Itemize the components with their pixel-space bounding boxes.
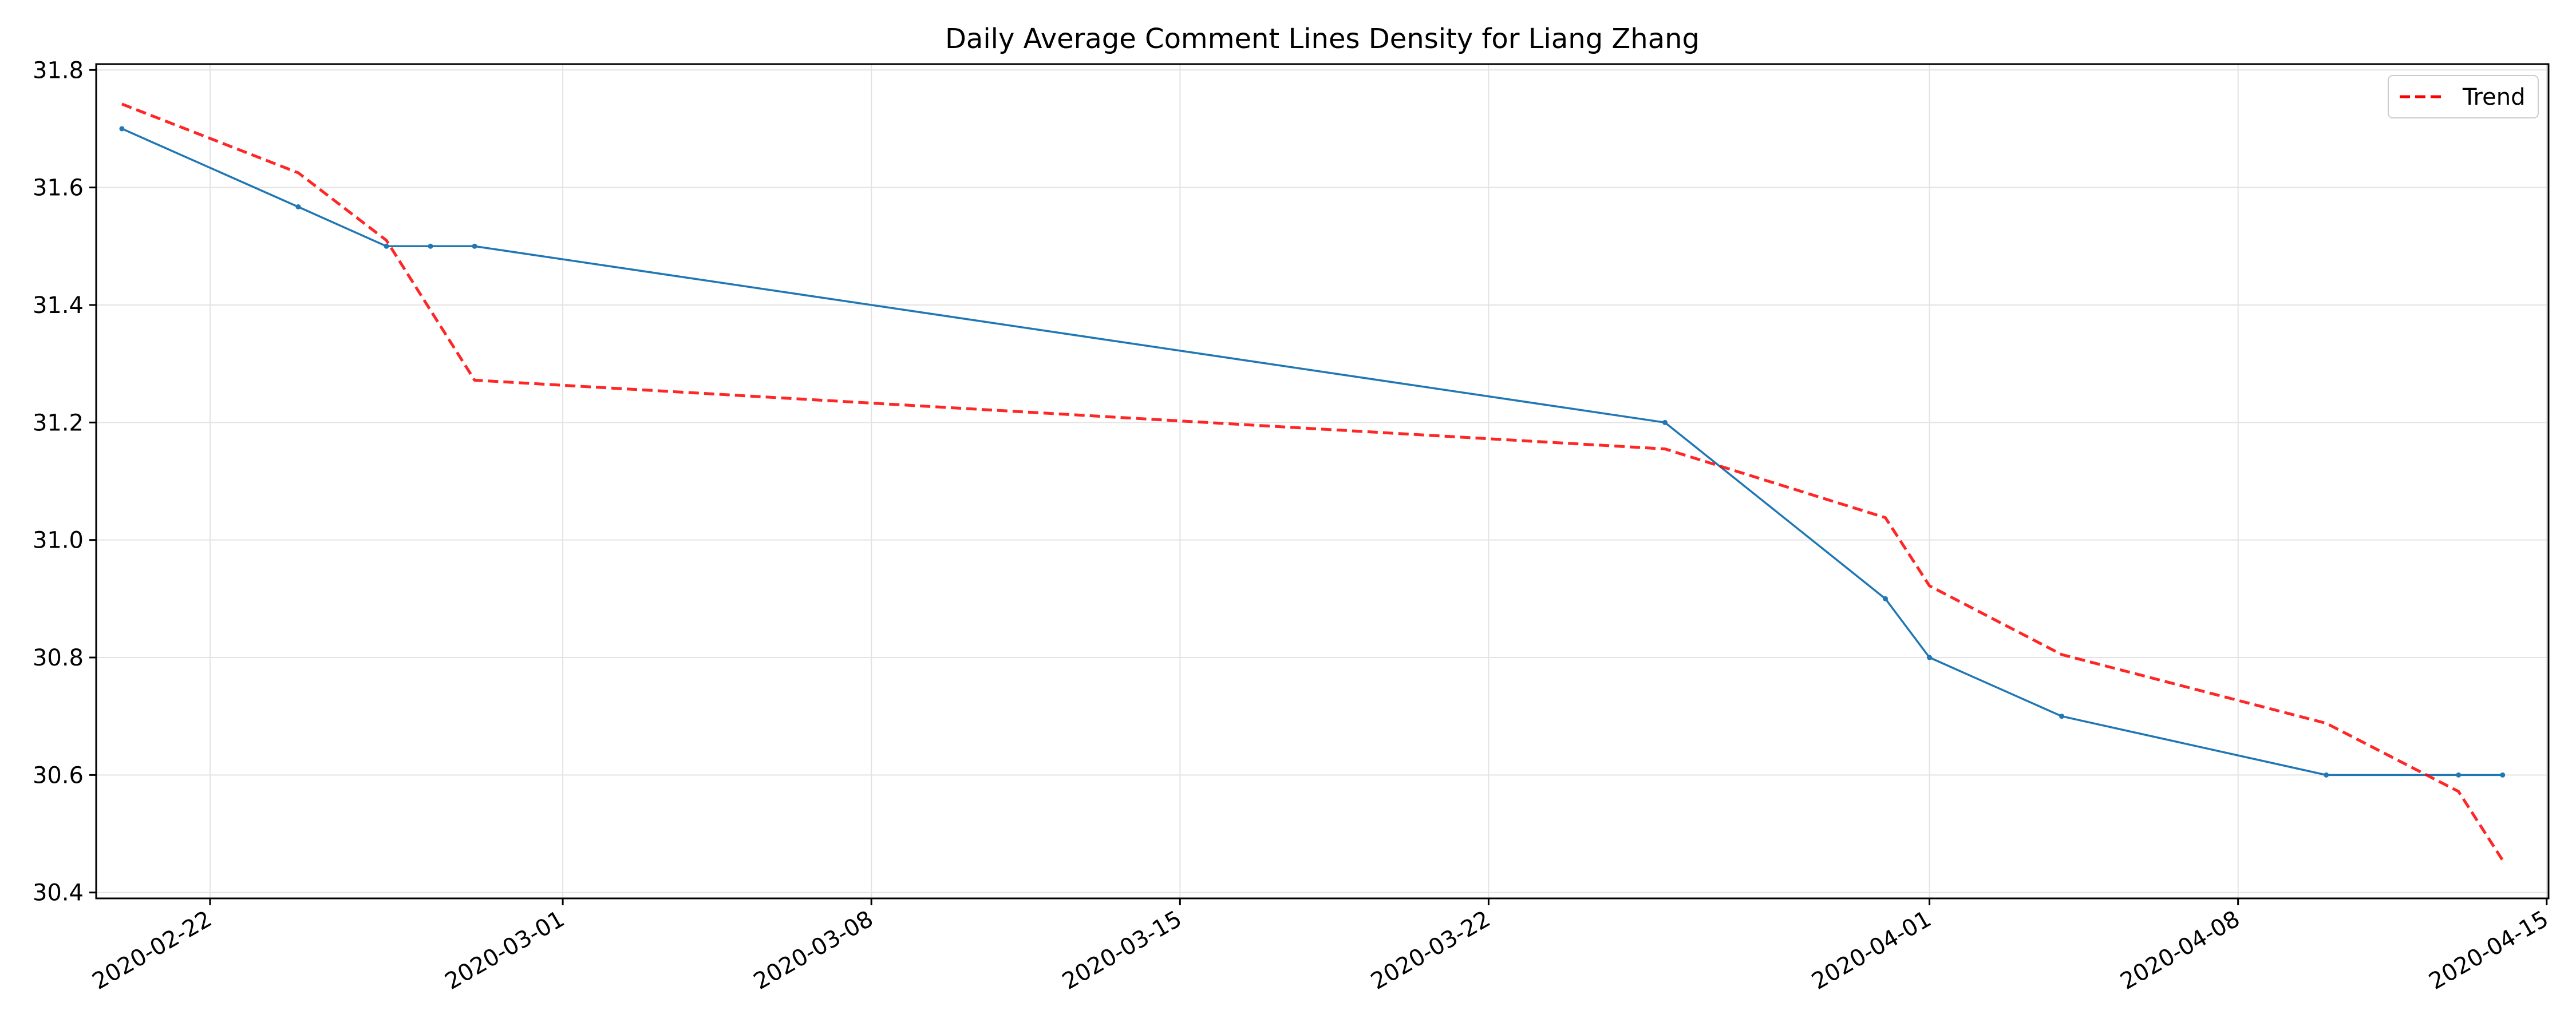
plot-series bbox=[119, 102, 2506, 861]
data-point bbox=[2456, 772, 2462, 778]
grid bbox=[96, 64, 2549, 898]
y-tick-label: 30.4 bbox=[33, 880, 84, 906]
data-point bbox=[384, 243, 389, 249]
data-point bbox=[119, 126, 125, 132]
series-line-density bbox=[121, 128, 2503, 777]
plot-frame bbox=[95, 63, 2550, 900]
y-tick-label: 31.2 bbox=[33, 410, 84, 436]
data-point bbox=[1883, 596, 1888, 601]
series-line-trend bbox=[121, 102, 2504, 861]
data-point bbox=[2324, 772, 2329, 778]
y-tick-label: 30.8 bbox=[33, 645, 84, 671]
legend-box bbox=[2388, 75, 2539, 118]
legend: Trend bbox=[2388, 75, 2539, 118]
data-point bbox=[1662, 419, 1668, 425]
legend-label-trend: Trend bbox=[2462, 84, 2525, 110]
y-tick-label: 31.8 bbox=[33, 57, 84, 84]
data-point bbox=[2500, 772, 2506, 778]
data-point bbox=[472, 243, 477, 249]
y-tick-label: 31.4 bbox=[33, 292, 84, 319]
y-tick-label: 31.0 bbox=[33, 528, 84, 554]
data-point bbox=[2059, 714, 2065, 719]
chart-title: Daily Average Comment Lines Density for … bbox=[945, 23, 1700, 55]
y-tick-label: 31.6 bbox=[33, 175, 84, 201]
data-point bbox=[295, 204, 301, 210]
y-tick-label: 30.6 bbox=[33, 762, 84, 789]
data-point bbox=[1927, 655, 1933, 660]
data-point bbox=[428, 243, 433, 249]
